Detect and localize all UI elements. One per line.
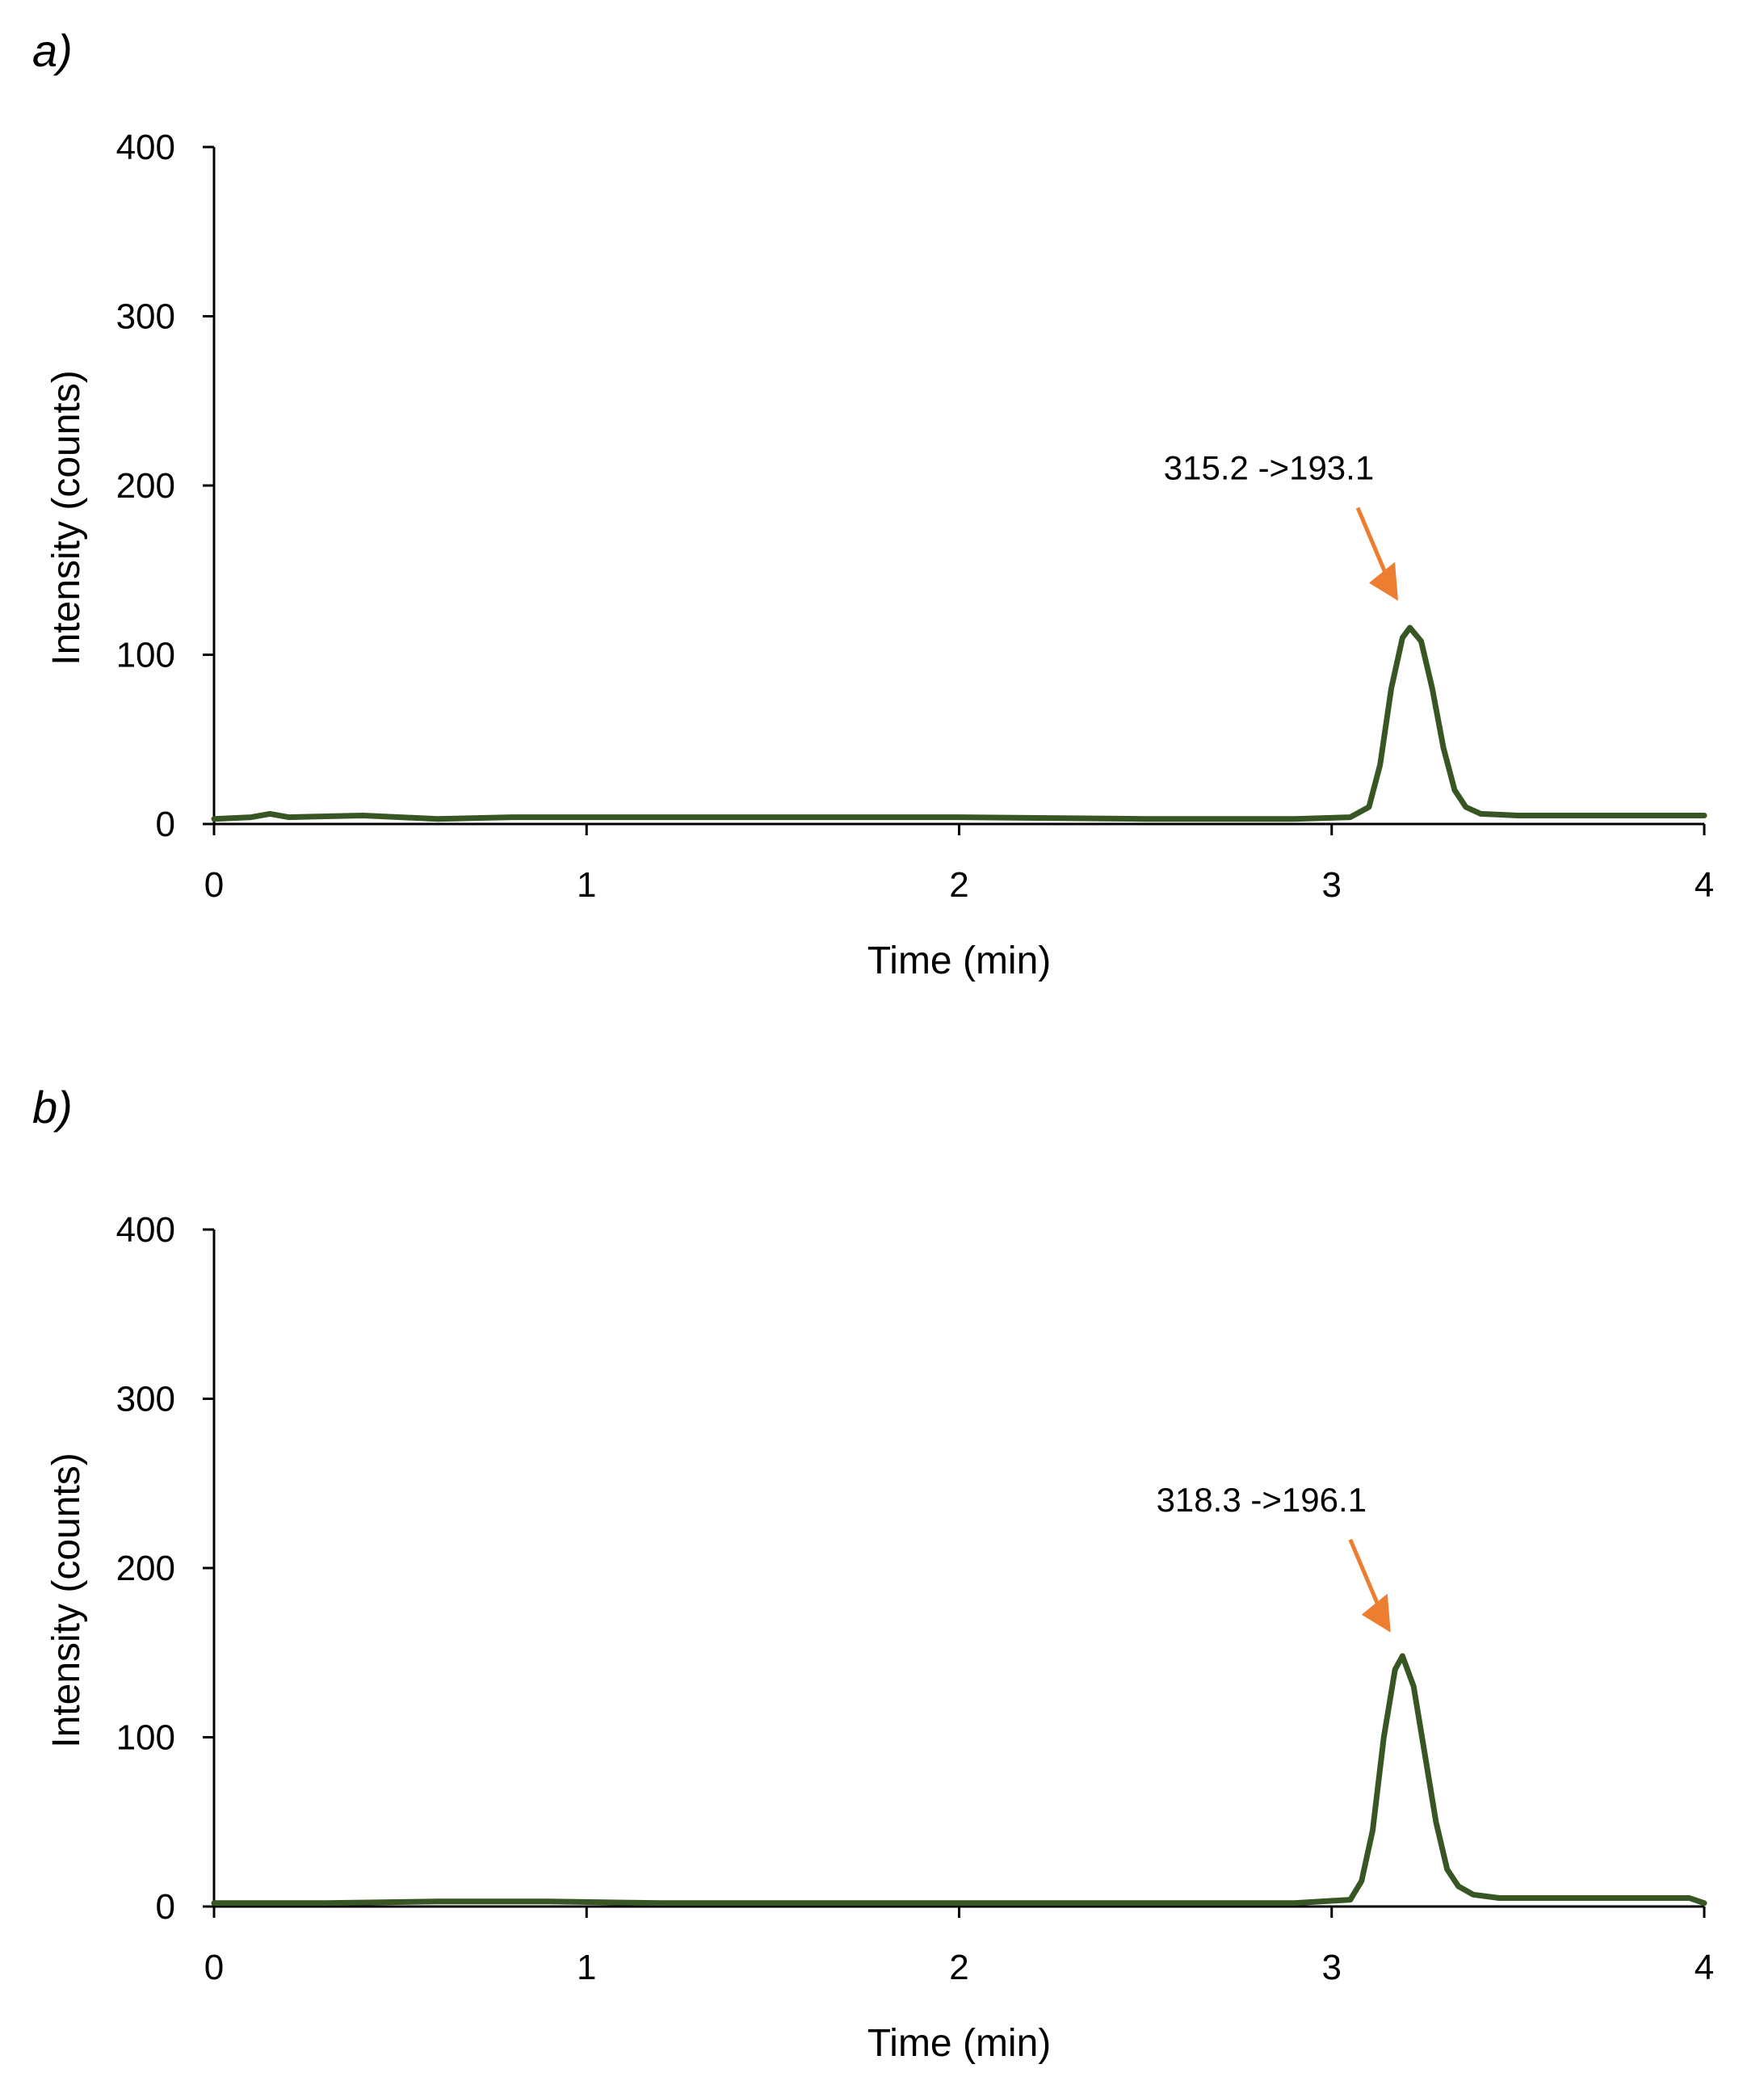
panel-label-b: b) <box>32 1082 73 1133</box>
x-tick-label: 0 <box>204 1948 224 1987</box>
chart-b-svg: 0 100 200 300 400 0 1 2 3 4 Time (min) Intensity (c… <box>45 1210 1714 2065</box>
chart-panel-a: a) 0 100 200 300 400 0 1 2 3 4 Time (min) Intensity… <box>0 0 1764 1040</box>
x-tick-label: 4 <box>1695 865 1714 905</box>
x-tick-label: 0 <box>204 865 224 905</box>
annotation-label: 315.2 ->193.1 <box>1164 449 1374 487</box>
y-tick-label: 400 <box>116 128 175 167</box>
panel-label-a: a) <box>32 25 73 76</box>
annotation-arrow-head <box>1369 561 1398 601</box>
y-tick-label: 100 <box>116 1718 175 1758</box>
y-axis-title: Intensity (counts) <box>45 370 88 665</box>
y-tick-label: 300 <box>116 297 175 337</box>
x-axis-title: Time (min) <box>867 940 1052 982</box>
series-line <box>211 624 1707 822</box>
x-tick-label: 1 <box>577 865 596 905</box>
chart-a-svg: 0 100 200 300 400 0 1 2 3 4 Time (min) Intensity (c… <box>45 128 1714 982</box>
y-tick-label: 100 <box>116 636 175 675</box>
y-tick-label: 0 <box>156 1887 175 1927</box>
annotation-arrow-shaft <box>1348 1538 1382 1609</box>
x-tick-label: 4 <box>1695 1948 1714 1987</box>
annotation-arrow-shaft <box>1355 507 1389 578</box>
annotation-arrow-head <box>1361 1593 1391 1633</box>
y-axis-title: Intensity (counts) <box>45 1452 88 1747</box>
chart-panel-b: b) 0 100 200 300 400 0 1 2 3 4 Time (min) Intensity… <box>0 1040 1764 2081</box>
x-tick-label: 3 <box>1322 865 1342 905</box>
y-tick-label: 0 <box>156 805 175 844</box>
x-tick-label: 3 <box>1322 1948 1342 1987</box>
annotation-label: 318.3 ->196.1 <box>1157 1481 1367 1519</box>
y-tick-label: 400 <box>116 1210 175 1250</box>
x-tick-label: 1 <box>577 1948 596 1987</box>
x-tick-label: 2 <box>949 1948 968 1987</box>
y-tick-label: 200 <box>116 466 175 506</box>
y-tick-label: 300 <box>116 1380 175 1419</box>
y-tick-label: 200 <box>116 1549 175 1588</box>
x-axis-title: Time (min) <box>867 2022 1052 2065</box>
series-line <box>211 1653 1707 1907</box>
x-tick-label: 2 <box>949 865 968 905</box>
